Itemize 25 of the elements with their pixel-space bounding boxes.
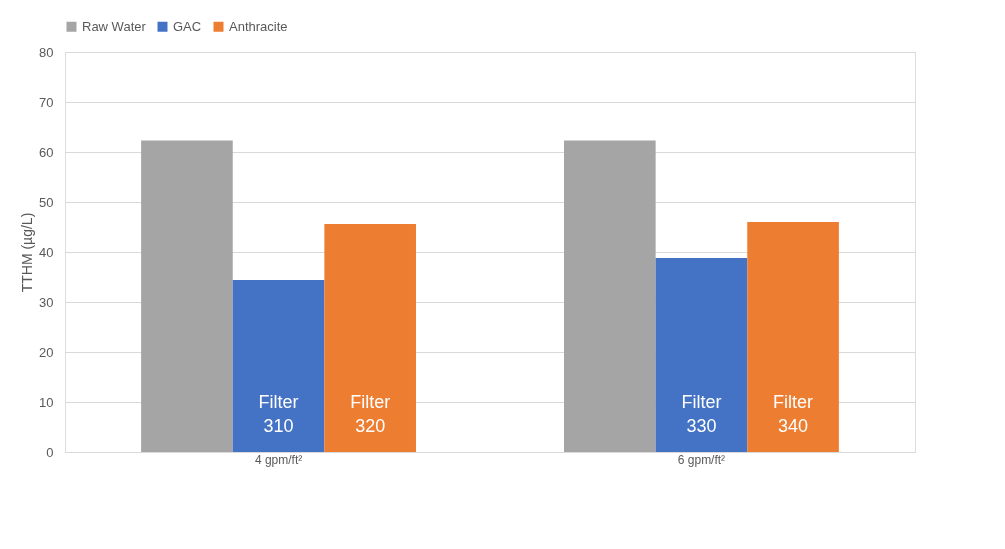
- x-tick-label: 4 gpm/ft²: [254, 452, 303, 467]
- y-tick-label: 10: [39, 394, 54, 410]
- bar: [141, 140, 233, 452]
- data-label: Filter 340: [773, 392, 814, 436]
- bar: [564, 140, 656, 452]
- y-tick-label: 40: [39, 244, 54, 260]
- y-tick-label: 80: [39, 44, 54, 60]
- y-tick-label: 30: [39, 294, 54, 310]
- legend-label: GAC: [173, 18, 202, 34]
- y-tick-label: 20: [39, 344, 54, 360]
- legend-label: Anthracite: [229, 18, 288, 34]
- y-axis-title: TTHM (µg/L): [19, 212, 36, 293]
- bar: [655, 258, 748, 452]
- data-label: Filter 310: [258, 392, 299, 436]
- legend-label: Raw Water: [82, 18, 147, 34]
- y-tick-label: 70: [39, 94, 54, 110]
- x-tick-label: 6 gpm/ft²: [677, 452, 726, 467]
- y-tick-label: 50: [39, 194, 54, 210]
- data-label: Filter 320: [350, 392, 391, 436]
- bar: [232, 280, 325, 452]
- bar: [747, 222, 839, 452]
- y-tick-label: 60: [39, 144, 54, 160]
- y-tick-label: 0: [46, 444, 54, 460]
- bar: [324, 224, 416, 452]
- data-label: Filter 330: [681, 392, 722, 436]
